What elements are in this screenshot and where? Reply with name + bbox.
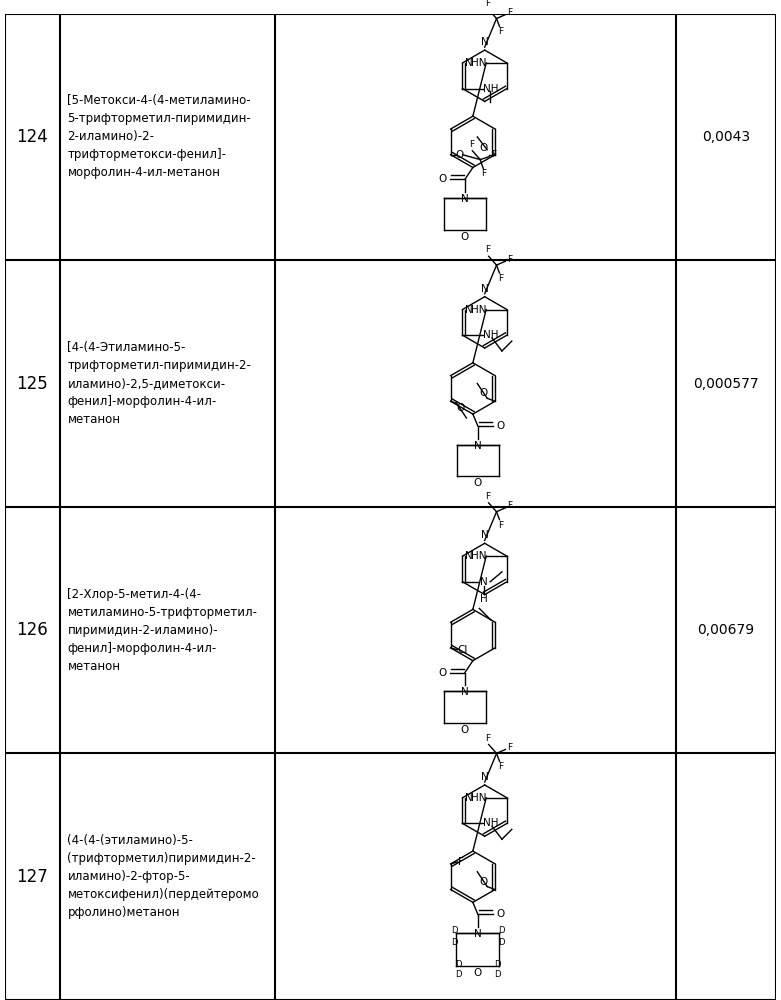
Text: O: O	[479, 143, 487, 153]
Text: F: F	[491, 150, 496, 159]
Text: 0,0043: 0,0043	[702, 130, 750, 144]
Text: HN: HN	[471, 58, 487, 68]
Text: F: F	[469, 140, 474, 149]
Text: 0,000577: 0,000577	[693, 377, 758, 391]
Text: N: N	[465, 58, 473, 68]
Text: O: O	[497, 421, 505, 431]
Text: [4-(4-Этиламино-5-
трифторметил-пиримидин-2-
иламино)-2,5-диметокси-
фенил]-морф: [4-(4-Этиламино-5- трифторметил-пиримиди…	[67, 341, 251, 426]
Text: NH: NH	[483, 330, 499, 340]
Text: 124: 124	[16, 128, 48, 146]
Text: F: F	[498, 521, 503, 530]
Text: F: F	[498, 27, 503, 36]
Text: H: H	[480, 594, 488, 604]
Text: [5-Метокси-4-(4-метиламино-
5-трифторметил-пиримидин-
2-иламино)-2-
трифторметок: [5-Метокси-4-(4-метиламино- 5-трифтормет…	[67, 94, 251, 179]
Text: D: D	[494, 960, 501, 969]
Text: O: O	[457, 403, 465, 413]
Text: O: O	[461, 232, 469, 242]
Text: O: O	[438, 174, 446, 184]
Text: D: D	[498, 938, 505, 947]
Text: 125: 125	[16, 375, 48, 393]
Text: D: D	[455, 970, 462, 979]
Text: 127: 127	[16, 868, 48, 886]
Text: 126: 126	[16, 621, 48, 639]
Text: O: O	[455, 150, 464, 160]
Text: 0,00679: 0,00679	[697, 623, 754, 637]
Text: D: D	[451, 926, 458, 935]
Text: N: N	[465, 551, 473, 561]
Text: HN: HN	[471, 551, 487, 561]
Text: N: N	[465, 305, 473, 315]
Text: NH: NH	[483, 818, 499, 828]
Text: N: N	[480, 577, 488, 587]
Text: N: N	[465, 793, 473, 803]
Text: D: D	[494, 970, 501, 979]
Text: F: F	[485, 734, 490, 743]
Text: F: F	[498, 762, 503, 771]
Text: N: N	[481, 772, 489, 782]
Text: O: O	[473, 478, 482, 488]
Text: (4-(4-(этиламино)-5-
(трифторметил)пиримидин-2-
иламино)-2-фтор-5-
метоксифенил): (4-(4-(этиламино)-5- (трифторметил)пирим…	[67, 834, 259, 919]
Text: D: D	[455, 960, 462, 969]
Text: F: F	[480, 169, 486, 178]
Text: D: D	[498, 926, 505, 935]
Text: N: N	[481, 284, 489, 294]
Text: F: F	[508, 743, 512, 752]
Text: O: O	[438, 668, 446, 678]
Text: F: F	[485, 0, 490, 8]
Text: O: O	[497, 909, 505, 919]
Text: O: O	[461, 725, 469, 735]
Text: O: O	[479, 388, 487, 398]
Text: F: F	[498, 274, 503, 283]
Text: HN: HN	[471, 793, 487, 803]
Text: Cl: Cl	[458, 645, 468, 655]
Text: O: O	[479, 877, 487, 887]
Text: N: N	[474, 441, 482, 451]
Text: F: F	[508, 255, 512, 264]
Text: N: N	[461, 687, 469, 697]
Text: F: F	[508, 501, 512, 510]
Text: N: N	[481, 37, 489, 47]
Text: N: N	[461, 194, 469, 204]
Text: F: F	[485, 492, 490, 501]
Text: N: N	[481, 530, 489, 540]
Text: [2-Хлор-5-метил-4-(4-
метиламино-5-трифторметил-
пиримидин-2-иламино)-
фенил]-мо: [2-Хлор-5-метил-4-(4- метиламино-5-трифт…	[67, 588, 258, 673]
Text: F: F	[485, 245, 490, 254]
Text: NH: NH	[483, 84, 499, 94]
Text: F: F	[508, 8, 512, 17]
Text: D: D	[451, 938, 458, 947]
Text: HN: HN	[471, 305, 487, 315]
Text: F: F	[458, 857, 463, 867]
Text: O: O	[473, 968, 482, 978]
Text: N: N	[474, 929, 482, 939]
